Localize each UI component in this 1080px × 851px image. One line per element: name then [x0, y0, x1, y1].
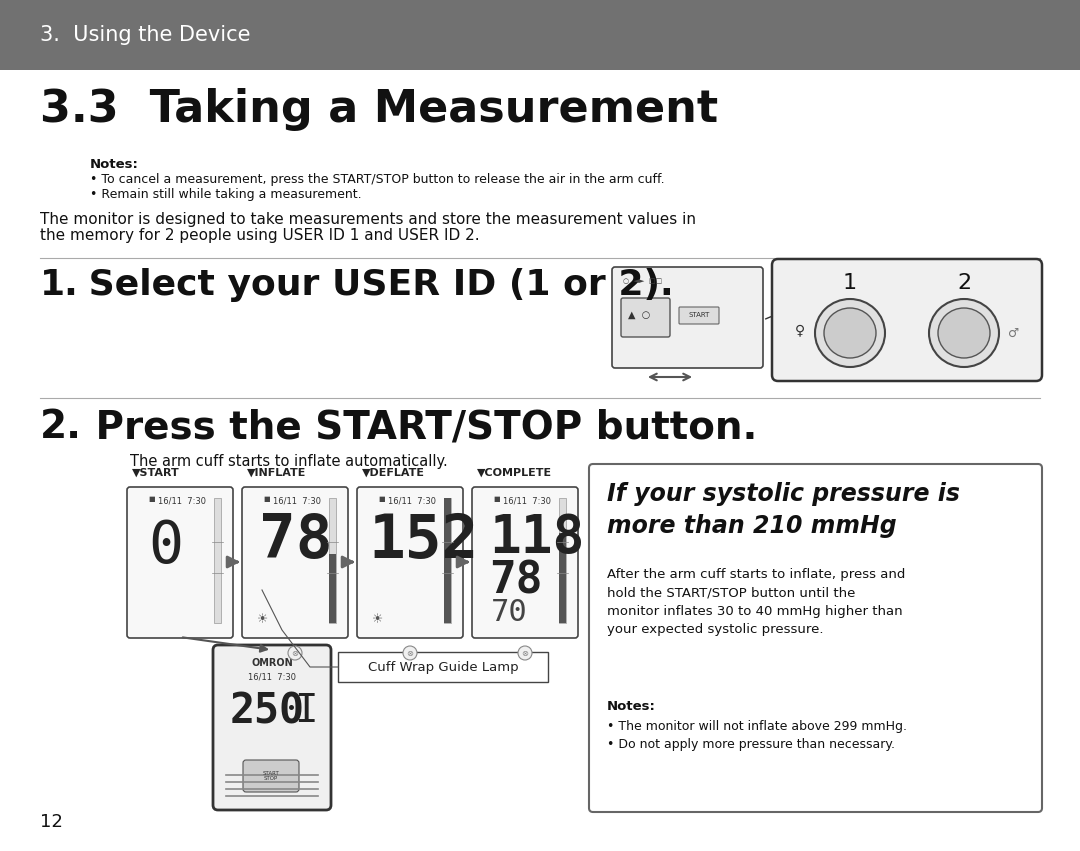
Text: START: START [688, 312, 710, 318]
Text: 12: 12 [40, 813, 63, 831]
Text: 70: 70 [491, 598, 528, 627]
Bar [444, 498, 451, 623]
Text: ▼START: ▼START [132, 468, 179, 478]
Text: I: I [294, 692, 318, 730]
Text: ▼DEFLATE: ▼DEFLATE [362, 468, 426, 478]
Text: 2.: 2. [40, 408, 82, 446]
Text: START
STOP: START STOP [262, 771, 280, 781]
Text: ☀: ☀ [257, 613, 269, 626]
Text: OMRON: OMRON [252, 658, 293, 668]
Text: ○  ◄►  □□: ○ ◄► □□ [623, 278, 662, 284]
Text: ▼INFLATE: ▼INFLATE [247, 468, 307, 478]
Text: ■: ■ [378, 496, 384, 502]
Text: • To cancel a measurement, press the START/STOP button to release the air in the: • To cancel a measurement, press the STA… [90, 173, 664, 186]
Bar [444, 498, 451, 623]
Text: 118: 118 [489, 512, 584, 564]
Bar [559, 533, 566, 623]
FancyBboxPatch shape [621, 298, 670, 337]
Text: ■: ■ [492, 496, 500, 502]
FancyBboxPatch shape [679, 307, 719, 324]
Text: ☀: ☀ [373, 613, 383, 626]
FancyBboxPatch shape [242, 487, 348, 638]
Text: 250: 250 [230, 690, 305, 732]
FancyBboxPatch shape [589, 464, 1042, 812]
Text: 2: 2 [957, 273, 971, 293]
Text: ■: ■ [264, 496, 270, 502]
Text: • Remain still while taking a measurement.: • Remain still while taking a measuremen… [90, 188, 362, 201]
Text: ■: ■ [148, 496, 154, 502]
FancyBboxPatch shape [357, 487, 463, 638]
Text: more than 210 mmHg: more than 210 mmHg [607, 514, 896, 538]
Bar [559, 498, 566, 623]
Ellipse shape [824, 308, 876, 358]
Text: 16/11  7:30: 16/11 7:30 [158, 496, 206, 505]
Text: The monitor is designed to take measurements and store the measurement values in: The monitor is designed to take measurem… [40, 212, 696, 227]
Text: 16/11  7:30: 16/11 7:30 [503, 496, 551, 505]
Text: ⊗: ⊗ [292, 648, 298, 658]
Circle shape [403, 646, 417, 660]
Text: ♂: ♂ [1009, 327, 1020, 340]
FancyBboxPatch shape [127, 487, 233, 638]
Bar [214, 498, 221, 623]
Circle shape [288, 646, 302, 660]
Ellipse shape [939, 308, 990, 358]
Text: Select your USER ID (1 or 2).: Select your USER ID (1 or 2). [76, 268, 674, 302]
Ellipse shape [815, 299, 885, 367]
Text: The arm cuff starts to inflate automatically.: The arm cuff starts to inflate automatic… [130, 454, 448, 469]
FancyBboxPatch shape [243, 760, 299, 792]
Bar [329, 554, 336, 623]
Text: ▲  ○: ▲ ○ [627, 310, 650, 320]
Bar [338, 652, 548, 682]
FancyBboxPatch shape [772, 259, 1042, 381]
Text: 78: 78 [489, 560, 542, 603]
FancyBboxPatch shape [213, 645, 330, 810]
Bar [0, 0, 1080, 70]
Text: Cuff Wrap Guide Lamp: Cuff Wrap Guide Lamp [367, 660, 518, 673]
FancyBboxPatch shape [472, 487, 578, 638]
Text: 3.  Using the Device: 3. Using the Device [40, 25, 251, 45]
Text: Press the START/STOP button.: Press the START/STOP button. [82, 408, 757, 446]
Text: 1: 1 [842, 273, 858, 293]
Ellipse shape [929, 299, 999, 367]
Text: Notes:: Notes: [90, 158, 139, 171]
Text: • The monitor will not inflate above 299 mmHg.: • The monitor will not inflate above 299… [607, 720, 907, 733]
FancyBboxPatch shape [612, 267, 762, 368]
Text: 152: 152 [368, 512, 478, 571]
Text: If your systolic pressure is: If your systolic pressure is [607, 482, 960, 506]
Text: ▼COMPLETE: ▼COMPLETE [477, 468, 552, 478]
Text: 16/11  7:30: 16/11 7:30 [248, 672, 296, 681]
Text: 16/11  7:30: 16/11 7:30 [273, 496, 321, 505]
Text: 16/11  7:30: 16/11 7:30 [388, 496, 436, 505]
Text: ♀: ♀ [795, 323, 805, 337]
Text: the memory for 2 people using USER ID 1 and USER ID 2.: the memory for 2 people using USER ID 1 … [40, 228, 480, 243]
Text: After the arm cuff starts to inflate, press and
hold the START/STOP button until: After the arm cuff starts to inflate, pr… [607, 568, 905, 637]
Text: 0: 0 [148, 518, 184, 575]
Text: 78: 78 [259, 512, 333, 571]
Text: ⊗: ⊗ [522, 648, 528, 658]
Text: Notes:: Notes: [607, 700, 656, 713]
Text: 1.: 1. [40, 268, 79, 302]
Bar [329, 498, 336, 623]
Text: ⊗: ⊗ [406, 648, 414, 658]
Text: 3.3  Taking a Measurement: 3.3 Taking a Measurement [40, 88, 718, 131]
Circle shape [518, 646, 532, 660]
Text: • Do not apply more pressure than necessary.: • Do not apply more pressure than necess… [607, 738, 895, 751]
